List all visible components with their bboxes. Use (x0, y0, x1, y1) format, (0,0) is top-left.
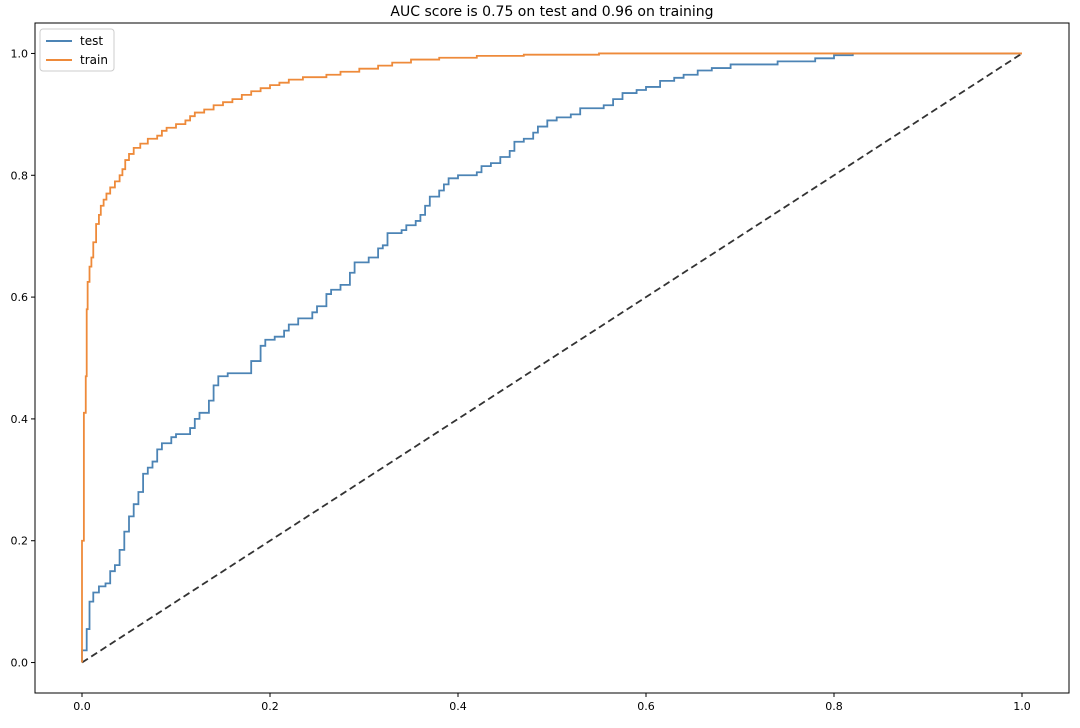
y-tick-label: 0.0 (11, 657, 29, 670)
y-tick-label: 1.0 (11, 47, 29, 60)
y-tick-label: 0.2 (11, 535, 29, 548)
x-tick-label: 0.6 (637, 700, 655, 713)
axes-frame (34, 22, 1070, 694)
plot-area (81, 52, 1023, 664)
y-tick-label: 0.8 (11, 169, 29, 182)
series-line-test (81, 52, 1022, 663)
legend: test train (39, 28, 115, 72)
x-tick-label: 0.8 (825, 700, 843, 713)
axes: 0.0 0.2 0.4 0.6 0.8 1.0 0.0 0.2 0.4 0.6 0.8 1.0 (11, 22, 1070, 713)
y-tick-label: 0.4 (11, 413, 29, 426)
chart-title: AUC score is 0.75 on test and 0.96 on tr… (390, 4, 713, 20)
x-tick-label: 0.4 (449, 700, 467, 713)
x-tick-label: 0.2 (261, 700, 279, 713)
legend-label-test: test (80, 34, 103, 48)
y-tick-label: 0.6 (11, 291, 29, 304)
series-line-train (81, 52, 1022, 663)
legend-label-train: train (80, 53, 108, 67)
reference-diagonal-line (81, 52, 1023, 664)
x-tick-label: 1.0 (1013, 700, 1031, 713)
x-tick-label: 0.0 (73, 700, 91, 713)
